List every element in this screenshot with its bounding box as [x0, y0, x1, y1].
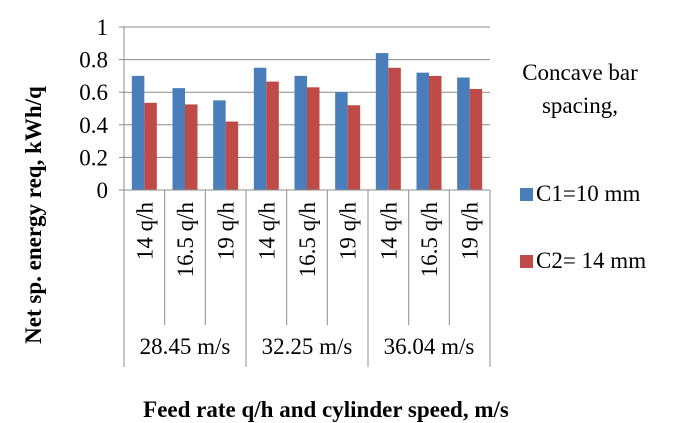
legend-item-c2: C2= 14 mm — [520, 248, 646, 274]
x-category-label: 14 q/h — [132, 202, 157, 261]
x-category-label: 16.5 q/h — [417, 202, 442, 278]
bars — [131, 53, 483, 190]
legend-label-c1: C1=10 mm — [536, 181, 641, 206]
bar-c2 — [347, 105, 361, 190]
y-tick-label: 0.6 — [79, 80, 108, 105]
axes — [119, 26, 491, 367]
x-axis-label: Feed rate q/h and cylinder speed, m/s — [143, 397, 509, 422]
legend-swatch-c1 — [520, 187, 533, 201]
legend-title: Concave bar spacing, — [522, 60, 638, 118]
y-tick-labels: 0 0.2 0.4 0.6 0.8 1 — [79, 15, 108, 203]
bar-c1 — [131, 75, 145, 190]
y-tick-label: 0.8 — [79, 48, 108, 73]
x-category-label: 19 q/h — [214, 202, 239, 261]
bar-c1 — [335, 92, 348, 190]
y-tick-label: 0.4 — [79, 113, 108, 138]
y-tick-label: 0.2 — [79, 145, 108, 170]
y-axis-label: Net sp. energy req, kWh/q — [21, 86, 46, 344]
x-category-label: 14 q/h — [254, 202, 279, 261]
legend-label-c2: C2= 14 mm — [536, 248, 647, 273]
x-group-label: 28.45 m/s — [140, 334, 231, 359]
bar-c1 — [253, 67, 267, 190]
bar-c1 — [294, 75, 307, 190]
bar-c2 — [185, 104, 198, 190]
bar-c1 — [213, 100, 226, 190]
bar-c2 — [469, 88, 483, 190]
bar-c1 — [416, 72, 429, 190]
x-category-labels: 14 q/h 16.5 q/h 19 q/h 14 q/h 16.5 q/h 19 q/h… — [132, 202, 482, 278]
bar-c2 — [388, 67, 401, 190]
bar-c2 — [307, 87, 320, 190]
x-category-label: 16.5 q/h — [295, 202, 320, 278]
y-tick-label: 0 — [97, 178, 109, 203]
y-tick-label: 1 — [97, 15, 109, 40]
x-category-label: 14 q/h — [376, 202, 401, 261]
x-group-label: 36.04 m/s — [384, 334, 475, 359]
x-group-label: 32.25 m/s — [262, 334, 353, 359]
bar-c2 — [429, 75, 442, 190]
bar-c2 — [144, 102, 157, 190]
x-category-label: 19 q/h — [458, 202, 483, 261]
bar-c1 — [172, 88, 185, 190]
legend-item-c1: C1=10 mm — [520, 181, 640, 207]
x-category-label: 16.5 q/h — [173, 202, 198, 278]
x-group-labels: 28.45 m/s 32.25 m/s 36.04 m/s — [140, 334, 475, 359]
bar-c1 — [457, 77, 470, 190]
bar-c1 — [375, 53, 389, 190]
legend-swatch-c2 — [520, 254, 533, 268]
x-category-label: 19 q/h — [336, 202, 361, 261]
bar-c2 — [266, 81, 279, 190]
bar-c2 — [225, 121, 239, 190]
